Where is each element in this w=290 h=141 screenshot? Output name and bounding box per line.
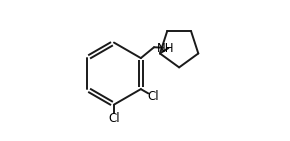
Text: NH: NH	[157, 41, 174, 55]
Text: Cl: Cl	[108, 112, 120, 125]
Text: Cl: Cl	[147, 90, 159, 103]
